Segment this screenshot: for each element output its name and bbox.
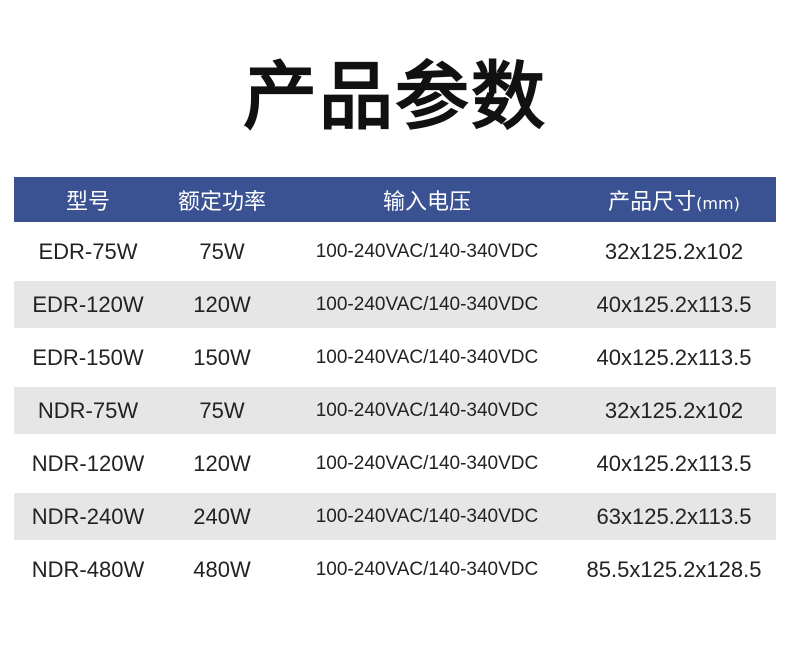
cell-size: 40x125.2x113.5 [596, 344, 752, 370]
cell-input-voltage: 100-240VAC/140-340VDC [315, 399, 539, 421]
header-input-voltage: 输入电压 [382, 189, 471, 215]
cell-input-voltage: 100-240VAC/140-340VDC [315, 240, 539, 262]
table-row: EDR-75W 75W 100-240VAC/140-340VDC 32x125.2x… [14, 228, 776, 275]
cell-size: 40x125.2x113.5 [596, 291, 752, 317]
cell-model: NDR-120W [31, 450, 145, 476]
cell-model: NDR-240W [31, 503, 145, 529]
cell-power: 75W [199, 238, 245, 264]
cell-input-voltage: 100-240VAC/140-340VDC [315, 293, 539, 315]
cell-size: 85.5x125.2x128.5 [586, 556, 762, 582]
table-row: NDR-120W 120W 100-240VAC/140-340VDC 40x125.… [14, 440, 776, 487]
table-row: NDR-480W 480W 100-240VAC/140-340VDC 85.5x12… [14, 546, 776, 593]
header-model: 型号 [65, 189, 110, 215]
cell-input-voltage: 100-240VAC/140-340VDC [315, 452, 539, 474]
spec-table: 型号 额定功率 输入电压 产品尺寸(mm) EDR-75W 75W 100-240V… [14, 177, 776, 593]
cell-power: 120W [193, 291, 251, 317]
cell-model: EDR-75W [38, 238, 138, 264]
cell-size: 32x125.2x102 [604, 397, 744, 423]
table-header: 型号 额定功率 输入电压 产品尺寸(mm) [14, 177, 776, 222]
cell-model: EDR-150W [32, 344, 144, 370]
cell-size: 40x125.2x113.5 [596, 450, 752, 476]
table-row: EDR-120W 120W 100-240VAC/140-340VDC 40x125.… [14, 281, 776, 328]
header-size: 产品尺寸(mm) [572, 184, 776, 216]
cell-power: 240W [193, 503, 251, 529]
cell-model: NDR-480W [31, 556, 145, 582]
cell-power: 480W [193, 556, 251, 582]
table-row: NDR-240W 240W 100-240VAC/140-340VDC 63x125.… [14, 493, 776, 540]
header-power: 额定功率 [177, 189, 266, 215]
cell-power: 75W [199, 397, 245, 423]
header-size-unit: (mm) [696, 193, 740, 213]
cell-input-voltage: 100-240VAC/140-340VDC [315, 558, 539, 580]
table-row: EDR-150W 150W 100-240VAC/140-340VDC 40x125.… [14, 334, 776, 381]
cell-input-voltage: 100-240VAC/140-340VDC [315, 505, 539, 527]
header-size-label: 产品尺寸 [608, 189, 697, 215]
cell-power: 150W [193, 344, 251, 370]
cell-input-voltage: 100-240VAC/140-340VDC [315, 346, 539, 368]
page-title: 产品参数 [243, 54, 547, 140]
cell-model: EDR-120W [32, 291, 144, 317]
cell-size: 32x125.2x102 [604, 238, 744, 264]
cell-size: 63x125.2x113.5 [596, 503, 752, 529]
cell-model: NDR-75W [37, 397, 139, 423]
cell-power: 120W [193, 450, 251, 476]
table-row: NDR-75W 75W 100-240VAC/140-340VDC 32x125.2x… [14, 387, 776, 434]
